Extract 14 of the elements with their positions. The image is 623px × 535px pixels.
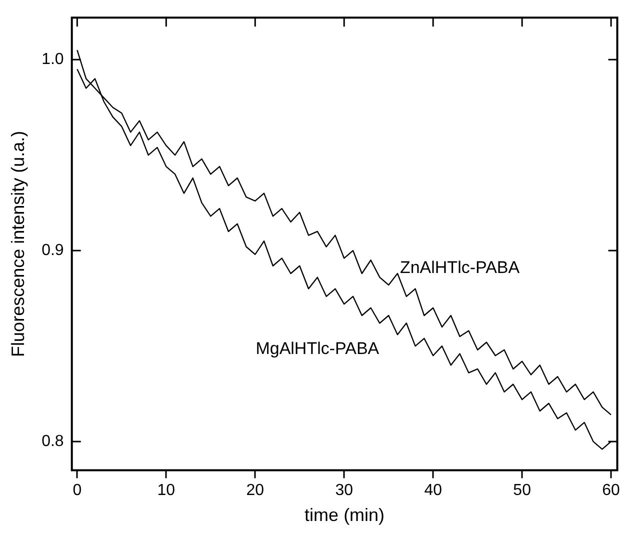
y-axis-title: Fluorescence intensity (u.a.) xyxy=(8,130,28,357)
y-tick-label: 0.9 xyxy=(42,242,64,259)
x-tick-label: 0 xyxy=(72,482,82,500)
x-axis-title: time (min) xyxy=(304,505,385,526)
x-tick-label: 50 xyxy=(513,482,532,500)
y-tick-label: 1.0 xyxy=(42,51,64,68)
series-label: MgAlHTlc-PABA xyxy=(256,339,380,358)
x-tick-label: 40 xyxy=(424,482,442,500)
y-tick-label: 0.8 xyxy=(42,432,64,450)
x-tick-label: 10 xyxy=(157,482,176,500)
x-tick-label: 60 xyxy=(602,482,620,500)
x-tick-label: 20 xyxy=(246,482,264,500)
series-label: ZnAlHTlc-PABA xyxy=(400,258,520,278)
x-tick-label: 30 xyxy=(335,482,354,500)
